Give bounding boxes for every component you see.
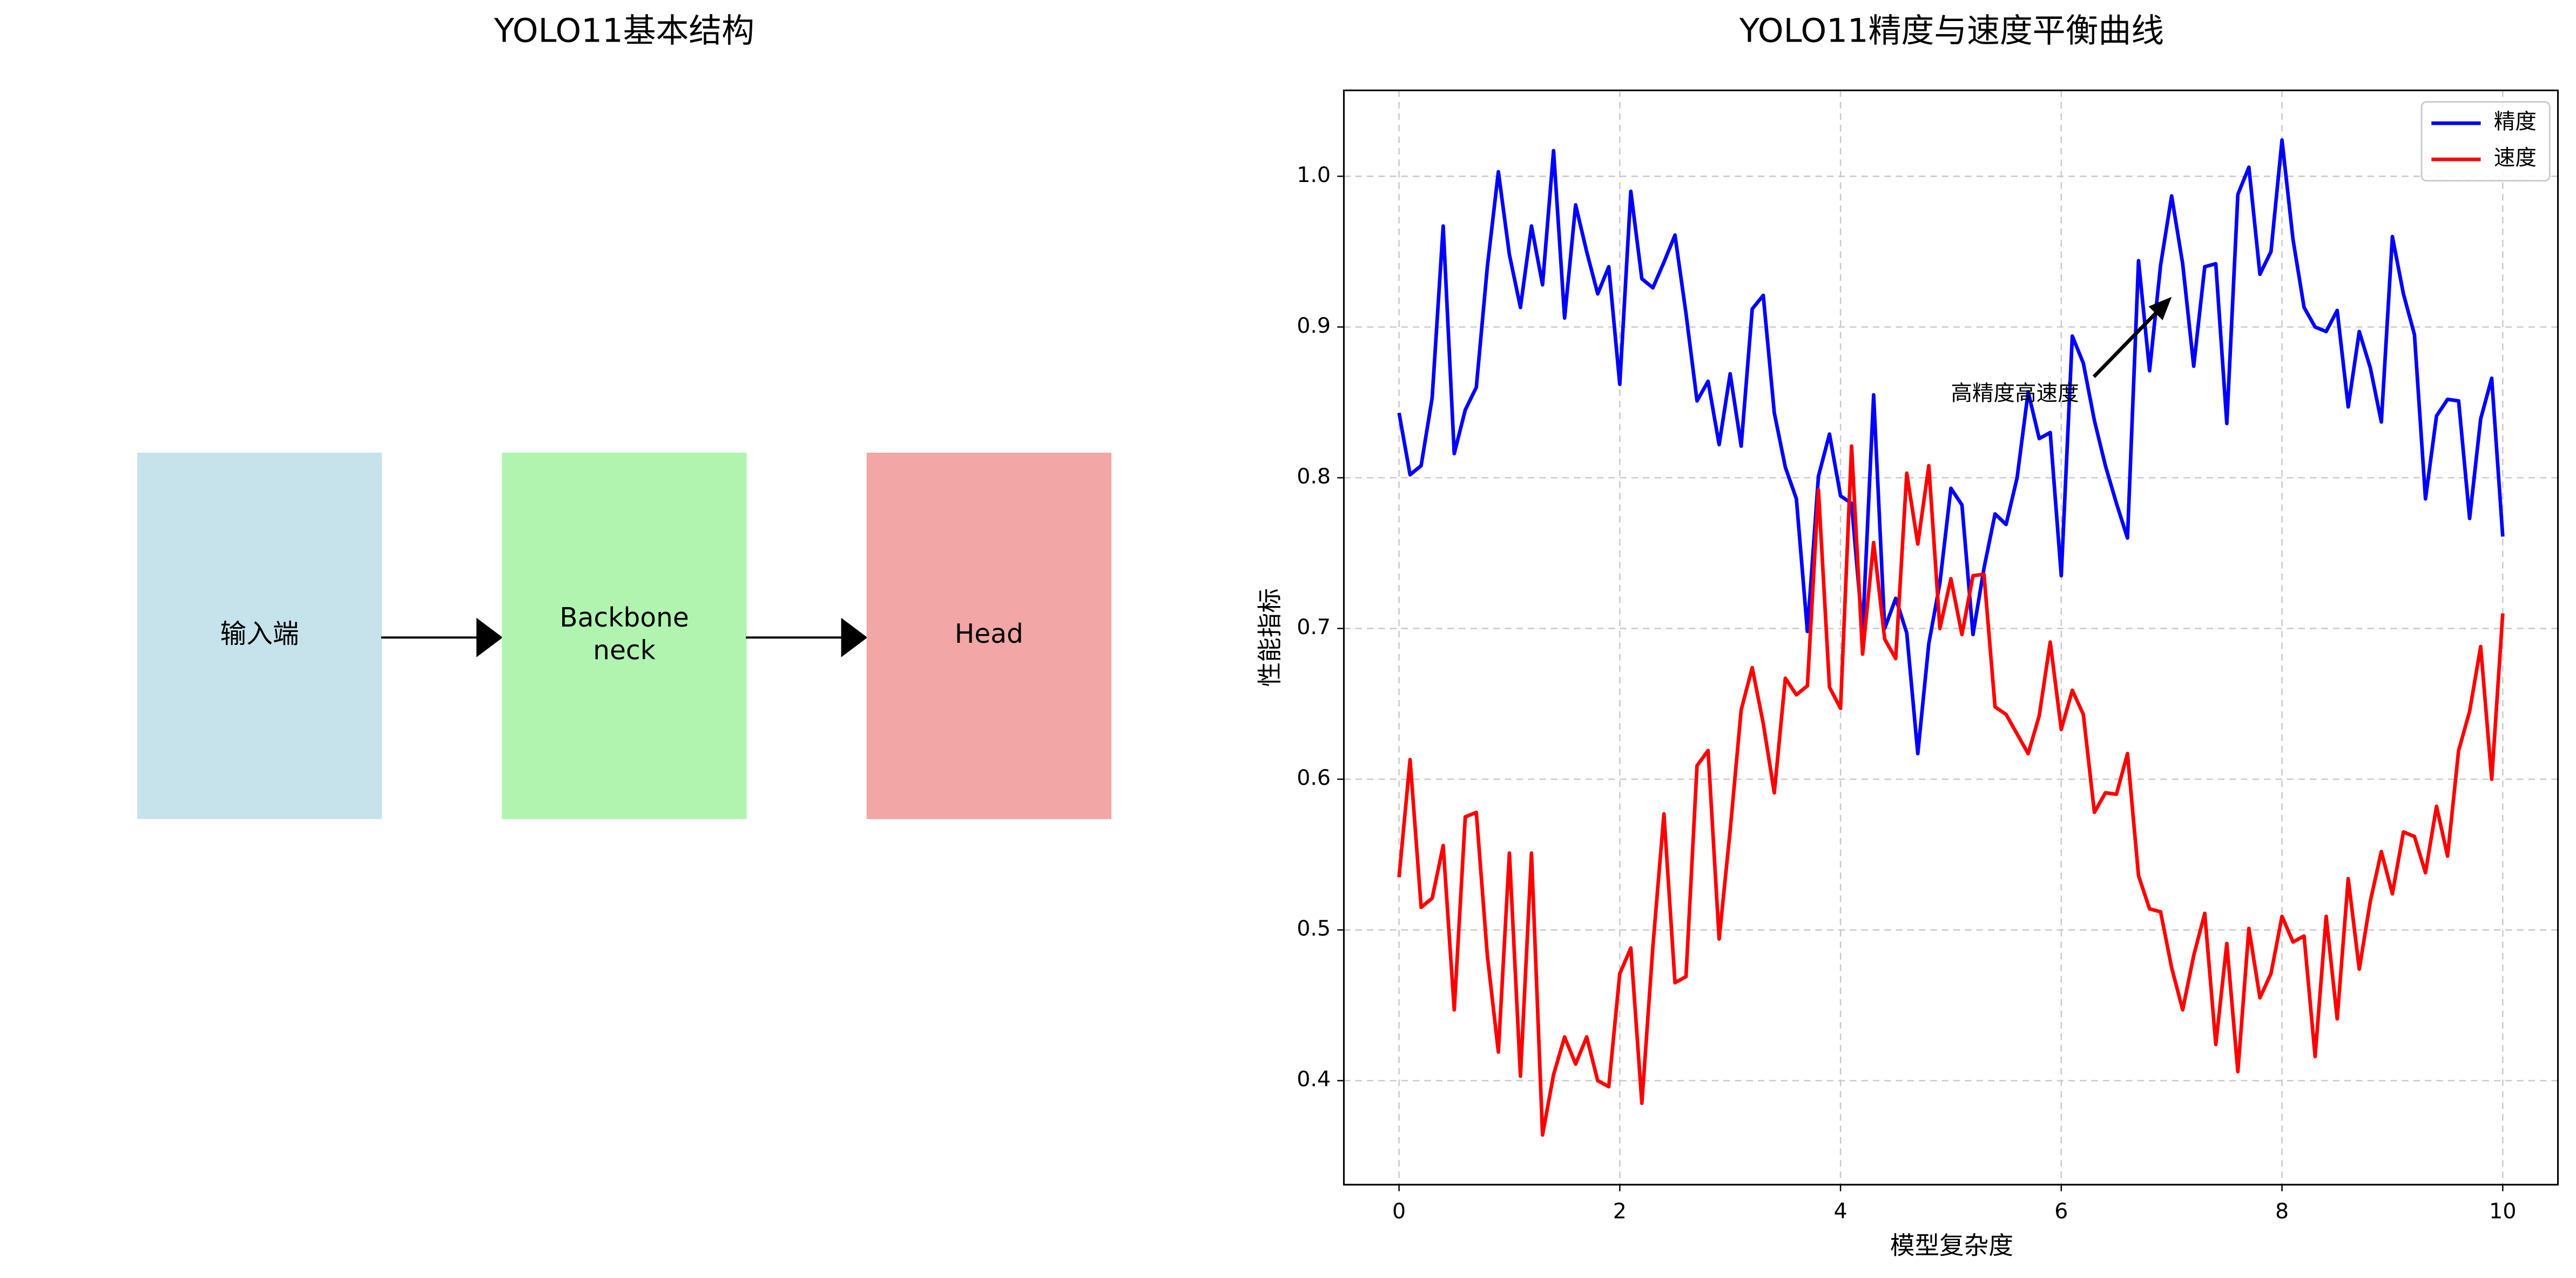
- arrow-head: [841, 617, 868, 657]
- plot-frame: [1343, 89, 2559, 1186]
- x-tick-label: 2: [1613, 1199, 1627, 1223]
- x-axis-label: 模型复杂度: [1890, 1231, 2013, 1260]
- y-tick-label: 1.0: [1297, 163, 1331, 187]
- y-tick-label: 0.9: [1297, 313, 1331, 338]
- x-tick-label: 0: [1392, 1199, 1406, 1223]
- x-tick-label: 6: [2054, 1199, 2068, 1223]
- annotation-text: 高精度高速度: [1951, 381, 2079, 406]
- node-label: Head: [955, 619, 1023, 649]
- node-label: neck: [593, 636, 656, 666]
- y-axis-label: 性能指标: [1256, 588, 1284, 687]
- y-tick-label: 0.5: [1297, 916, 1331, 941]
- y-tick-label: 0.6: [1297, 765, 1331, 790]
- series-line: [1397, 444, 2505, 1137]
- x-tick-label: 4: [1834, 1199, 1847, 1223]
- series-line: [1397, 138, 2505, 756]
- x-tick-label: 10: [2489, 1199, 2516, 1223]
- annotation-arrow-head: [2148, 297, 2172, 320]
- y-tick-label: 0.7: [1297, 615, 1331, 640]
- diagram-title: YOLO11基本结构: [494, 12, 754, 50]
- annotation-arrow: [2092, 312, 2157, 378]
- chart-title: YOLO11精度与速度平衡曲线: [1739, 12, 2164, 50]
- legend-label: 精度: [2494, 110, 2537, 134]
- y-tick-label: 0.4: [1297, 1067, 1331, 1092]
- node-box: [866, 453, 1111, 819]
- x-tick-label: 8: [2275, 1199, 2289, 1223]
- node-label: Backbone: [559, 603, 689, 633]
- legend-label: 速度: [2494, 146, 2537, 171]
- node-box: [137, 453, 382, 819]
- node-box: [502, 453, 747, 819]
- node-label: 输入端: [220, 619, 299, 649]
- y-tick-label: 0.8: [1297, 464, 1331, 489]
- arrow-head: [476, 617, 503, 657]
